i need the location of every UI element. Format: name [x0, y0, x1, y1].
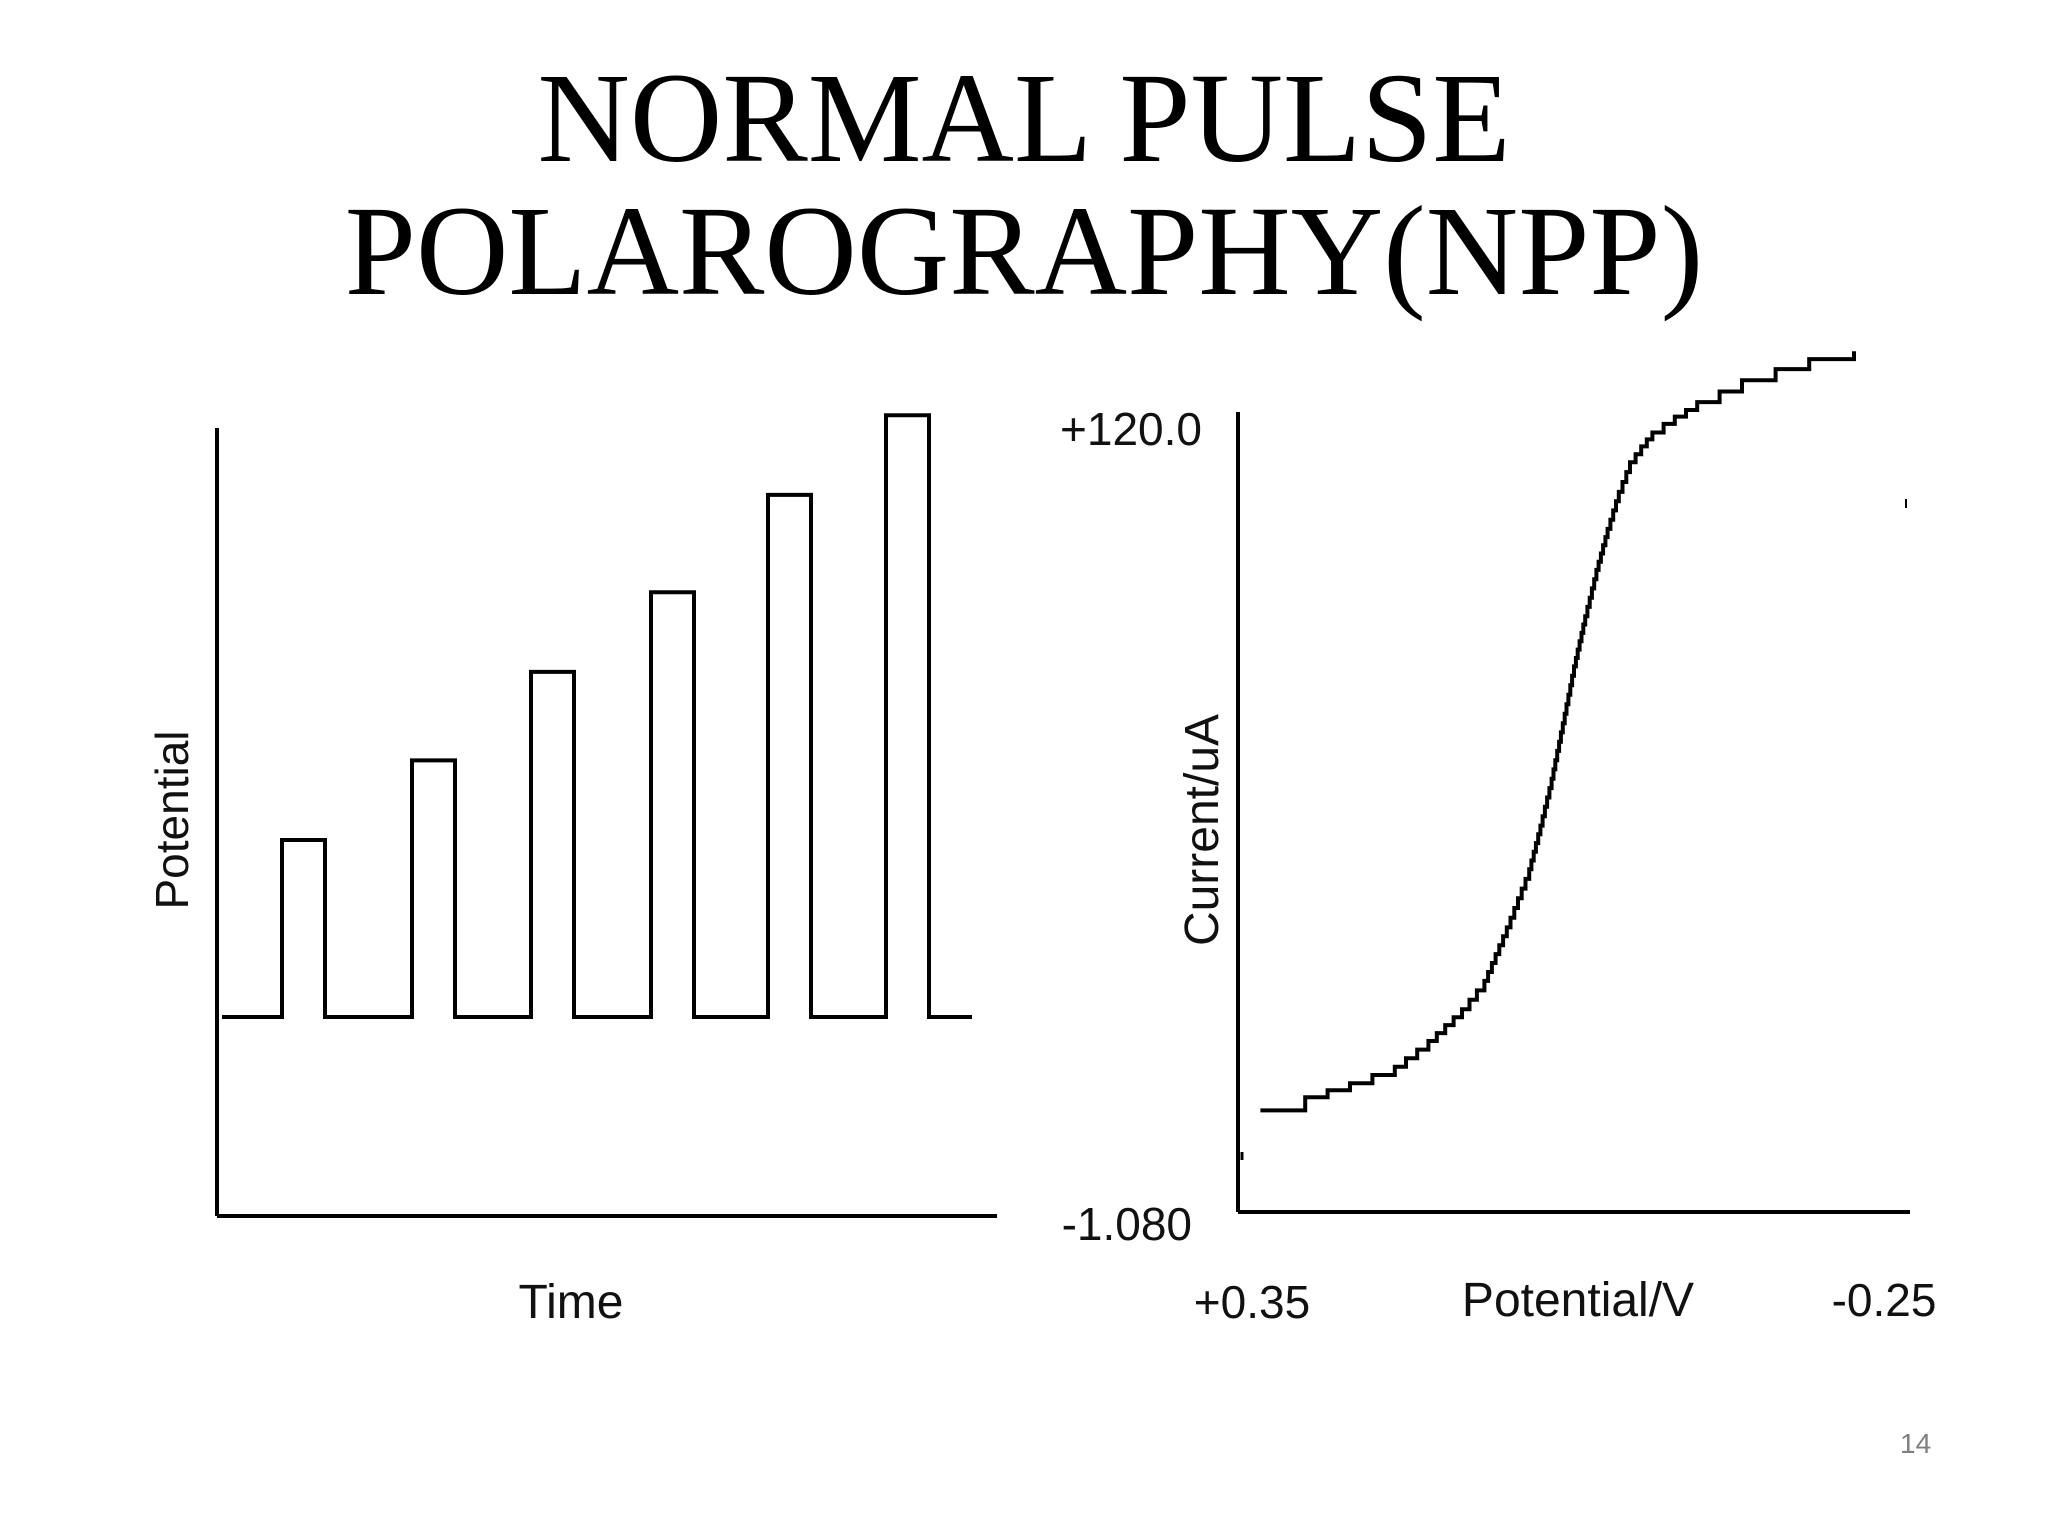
pulse-series — [222, 413, 972, 1019]
polarogram-chart: +120.0 -1.080 +0.35 -0.25 Potential/V Cu… — [1060, 351, 1937, 1328]
polarogram-curve — [1260, 351, 1856, 1113]
y-tick-label-top: +120.0 — [1060, 403, 1202, 455]
y-axis-label: Potential — [146, 730, 198, 909]
x-axis-label: Time — [519, 1276, 624, 1329]
y-tick-label-bottom: -1.080 — [1062, 1198, 1192, 1250]
slide-title-line-1: NORMAL PULSE — [537, 47, 1511, 189]
slide-title: NORMAL PULSE POLAROGRAPHY(NPP) — [0, 52, 2048, 318]
x-tick-label-left: +0.35 — [1194, 1276, 1310, 1328]
slide-title-line-2: POLAROGRAPHY(NPP) — [344, 180, 1704, 322]
y-axis-label: Current/uA — [1176, 714, 1229, 946]
pulse-waveform-chart: Potential Time — [146, 413, 997, 1329]
page-number: 14 — [1900, 1428, 1932, 1459]
x-tick-label-right: -0.25 — [1832, 1274, 1937, 1326]
pulse-waveform-line — [222, 413, 972, 1019]
x-axis-label: Potential/V — [1462, 1274, 1694, 1327]
